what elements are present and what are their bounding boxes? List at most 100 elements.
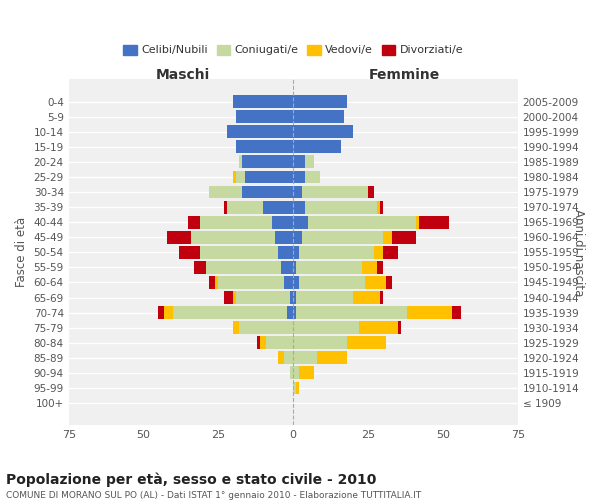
Bar — [299, 366, 314, 380]
Bar — [383, 231, 392, 243]
Bar — [239, 322, 293, 334]
Bar — [305, 156, 314, 168]
Bar — [380, 291, 383, 304]
Bar — [236, 291, 290, 304]
Bar — [296, 291, 353, 304]
Bar — [293, 200, 305, 213]
Bar — [293, 291, 296, 304]
Bar — [206, 261, 281, 274]
Bar — [245, 170, 293, 183]
Bar — [233, 291, 236, 304]
Bar — [284, 276, 293, 289]
Bar — [407, 306, 452, 319]
Bar — [278, 246, 293, 258]
Bar — [299, 276, 365, 289]
Bar — [293, 126, 353, 138]
Bar — [293, 261, 296, 274]
Bar — [359, 322, 398, 334]
Bar — [236, 170, 245, 183]
Bar — [293, 352, 317, 364]
Bar — [380, 200, 383, 213]
Bar — [191, 231, 275, 243]
Bar — [290, 291, 293, 304]
Bar — [272, 216, 293, 228]
Bar — [293, 231, 302, 243]
Bar — [233, 95, 293, 108]
Bar — [173, 306, 287, 319]
Bar — [260, 336, 266, 349]
Bar — [233, 170, 236, 183]
Bar — [287, 306, 293, 319]
Text: Popolazione per età, sesso e stato civile - 2010: Popolazione per età, sesso e stato civil… — [6, 472, 376, 487]
Bar — [353, 291, 380, 304]
Bar — [200, 246, 278, 258]
Bar — [377, 261, 383, 274]
Bar — [377, 200, 380, 213]
Bar — [227, 126, 293, 138]
Bar — [347, 336, 386, 349]
Bar — [224, 291, 233, 304]
Bar — [209, 186, 242, 198]
Bar — [281, 261, 293, 274]
Bar — [293, 382, 296, 394]
Bar — [293, 276, 299, 289]
Legend: Celibi/Nubili, Coniugati/e, Vedovi/e, Divorziati/e: Celibi/Nubili, Coniugati/e, Vedovi/e, Di… — [119, 40, 467, 60]
Bar — [278, 352, 284, 364]
Bar — [188, 216, 200, 228]
Bar — [266, 336, 293, 349]
Bar — [293, 216, 308, 228]
Bar — [224, 200, 227, 213]
Bar — [275, 231, 293, 243]
Bar — [200, 216, 272, 228]
Bar — [293, 140, 341, 153]
Bar — [293, 170, 305, 183]
Bar — [293, 95, 347, 108]
Bar — [296, 382, 299, 394]
Bar — [293, 336, 347, 349]
Bar — [179, 246, 200, 258]
Bar — [284, 352, 293, 364]
Bar — [236, 110, 293, 123]
Bar — [452, 306, 461, 319]
Bar — [233, 322, 239, 334]
Bar — [386, 276, 392, 289]
Bar — [293, 322, 359, 334]
Bar — [416, 216, 419, 228]
Bar — [368, 186, 374, 198]
Bar — [293, 366, 299, 380]
Bar — [167, 231, 191, 243]
Bar — [209, 276, 215, 289]
Bar — [242, 156, 293, 168]
Bar — [293, 110, 344, 123]
Bar — [308, 216, 416, 228]
Bar — [383, 246, 398, 258]
Bar — [296, 306, 407, 319]
Bar — [302, 186, 368, 198]
Text: Maschi: Maschi — [155, 68, 209, 82]
Bar — [296, 261, 362, 274]
Bar — [293, 186, 302, 198]
Bar — [239, 156, 242, 168]
Bar — [194, 261, 206, 274]
Bar — [290, 366, 293, 380]
Bar — [227, 200, 263, 213]
Bar — [398, 322, 401, 334]
Bar — [293, 156, 305, 168]
Bar — [293, 306, 296, 319]
Bar — [305, 170, 320, 183]
Bar — [164, 306, 173, 319]
Bar — [293, 246, 299, 258]
Bar — [317, 352, 347, 364]
Bar — [263, 200, 293, 213]
Bar — [299, 246, 374, 258]
Bar — [392, 231, 416, 243]
Bar — [302, 231, 383, 243]
Y-axis label: Anni di nascita: Anni di nascita — [572, 208, 585, 296]
Bar — [362, 261, 377, 274]
Text: Femmine: Femmine — [368, 68, 440, 82]
Bar — [365, 276, 386, 289]
Bar — [236, 140, 293, 153]
Bar — [242, 186, 293, 198]
Text: COMUNE DI MORANO SUL PO (AL) - Dati ISTAT 1° gennaio 2010 - Elaborazione TUTTITA: COMUNE DI MORANO SUL PO (AL) - Dati ISTA… — [6, 491, 421, 500]
Bar — [419, 216, 449, 228]
